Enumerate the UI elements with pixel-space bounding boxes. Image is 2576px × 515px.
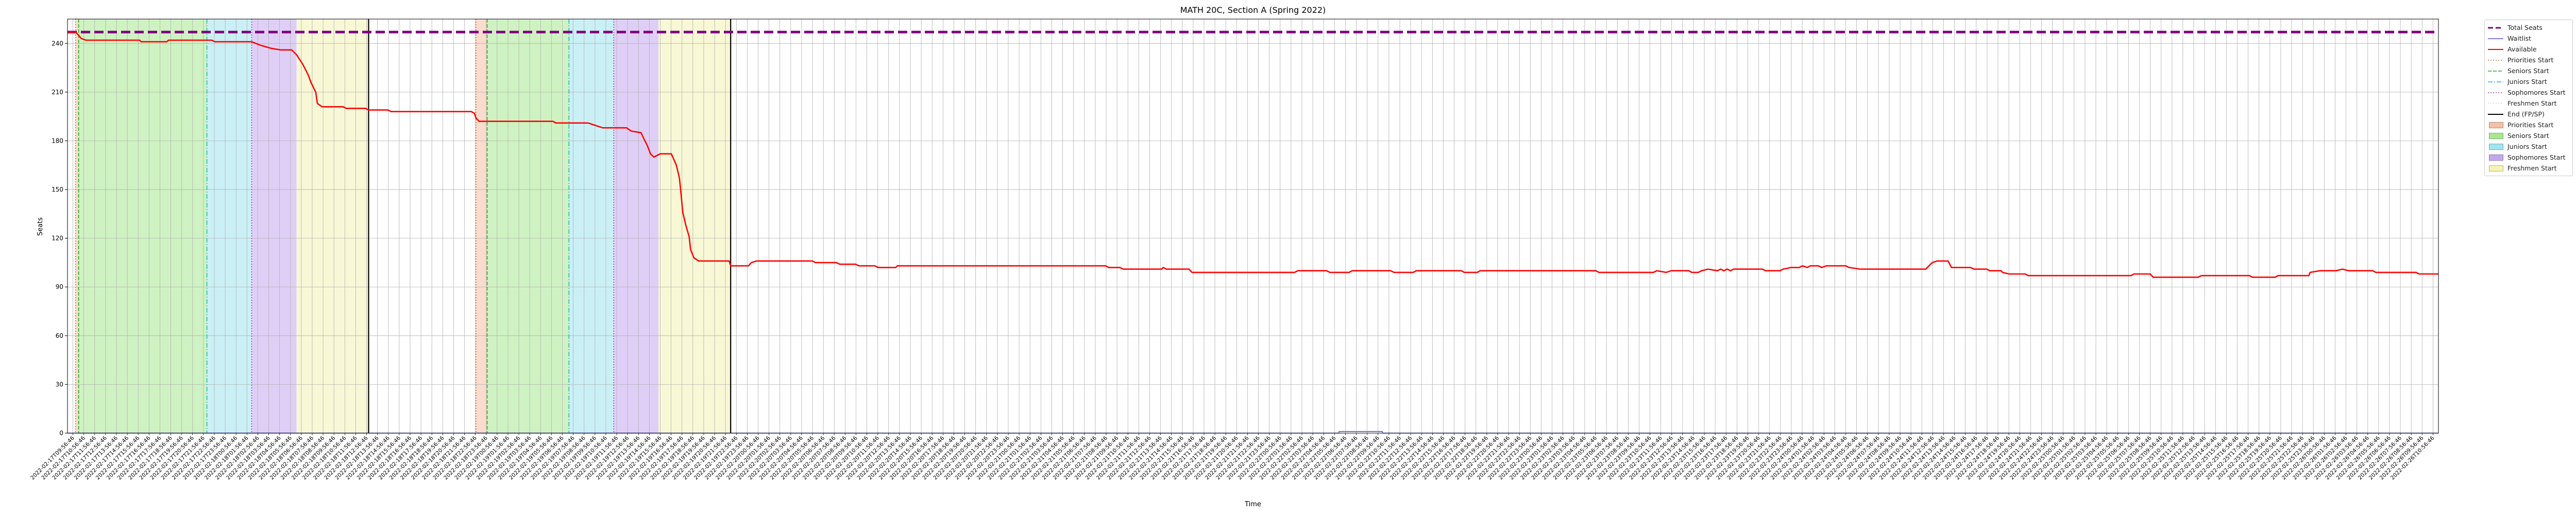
legend-swatch xyxy=(2488,111,2503,117)
y-tick-label: 90 xyxy=(56,283,63,290)
legend-item: Freshmen Start xyxy=(2488,163,2569,174)
legend-label: Juniors Start xyxy=(2507,78,2547,85)
legend-label: Total Seats xyxy=(2507,24,2543,31)
legend-item: Sophomores Start xyxy=(2488,87,2569,98)
legend-swatch xyxy=(2488,79,2503,85)
phase-region-juniors xyxy=(569,19,614,433)
y-tick-label: 240 xyxy=(52,40,63,47)
legend-patch xyxy=(2489,132,2503,139)
legend-item: Seniors Start xyxy=(2488,130,2569,141)
legend-swatch xyxy=(2488,100,2503,107)
legend-item: Priorities Start xyxy=(2488,119,2569,130)
y-tick-label: 180 xyxy=(52,137,63,144)
legend-label: Available xyxy=(2507,45,2537,53)
grid-lines xyxy=(67,19,2438,434)
phase-region-freshmen xyxy=(658,19,731,433)
legend-line xyxy=(2488,48,2503,50)
legend-line xyxy=(2488,59,2503,61)
legend-swatch xyxy=(2488,46,2503,53)
phase-region-freshmen xyxy=(296,19,369,433)
legend-item: Seniors Start xyxy=(2488,65,2569,76)
legend-swatch xyxy=(2488,57,2503,63)
plot-frame xyxy=(67,19,2439,434)
phase-region-seniors xyxy=(78,19,207,433)
legend-swatch xyxy=(2488,90,2503,96)
legend-item: Sophomores Start xyxy=(2488,152,2569,163)
legend-patch xyxy=(2489,143,2503,150)
legend-item: Juniors Start xyxy=(2488,76,2569,87)
legend-swatch xyxy=(2488,25,2503,31)
legend-line xyxy=(2488,81,2503,82)
legend-label: Juniors Start xyxy=(2507,143,2547,150)
legend-line xyxy=(2488,27,2503,28)
y-tick-label: 150 xyxy=(52,186,63,193)
phase-region-priorities xyxy=(476,19,487,433)
legend-line xyxy=(2488,70,2503,72)
phase-start-lines xyxy=(75,19,732,433)
legend-label: Sophomores Start xyxy=(2507,89,2566,96)
y-tick-label: 60 xyxy=(56,332,63,339)
legend-patch xyxy=(2489,165,2503,171)
y-tick-label: 30 xyxy=(56,381,63,388)
legend-label: Seniors Start xyxy=(2507,132,2549,140)
legend-swatch xyxy=(2488,143,2503,150)
legend-patch xyxy=(2489,154,2503,161)
legend-item: Available xyxy=(2488,44,2569,55)
legend-label: Priorities Start xyxy=(2507,56,2554,64)
legend-item: End (FP/SP) xyxy=(2488,109,2569,119)
legend-line xyxy=(2488,38,2503,39)
legend-item: Priorities Start xyxy=(2488,55,2569,65)
chart-legend: Total Seats Waitlist Available Priorities S… xyxy=(2484,20,2573,176)
legend-label: Freshmen Start xyxy=(2507,164,2557,172)
legend-label: Seniors Start xyxy=(2507,67,2549,75)
series-available xyxy=(67,31,2438,278)
phase-regions xyxy=(75,19,731,433)
legend-item: Juniors Start xyxy=(2488,141,2569,152)
legend-label: Freshmen Start xyxy=(2507,99,2557,107)
y-tick-label: 120 xyxy=(52,235,63,242)
legend-swatch xyxy=(2488,122,2503,128)
legend-line xyxy=(2488,113,2503,115)
legend-swatch xyxy=(2488,154,2503,161)
y-tick-label: 0 xyxy=(59,430,63,437)
legend-patch xyxy=(2489,122,2503,128)
phase-region-juniors xyxy=(207,19,252,433)
phase-region-sophomores xyxy=(614,19,659,433)
x-tick-labels: 2022-02-17T09:56:462022-02-17T10:56:4620… xyxy=(29,433,2436,481)
legend-item: Total Seats xyxy=(2488,22,2569,33)
legend-item: Waitlist xyxy=(2488,33,2569,44)
phase-region-priorities xyxy=(75,19,79,433)
phase-region-sophomores xyxy=(251,19,297,433)
y-tick-label: 210 xyxy=(52,89,63,96)
legend-label: Priorities Start xyxy=(2507,121,2554,129)
legend-swatch xyxy=(2488,36,2503,42)
legend-swatch xyxy=(2488,132,2503,139)
x-axis-label: Time xyxy=(1244,501,1261,508)
legend-label: End (FP/SP) xyxy=(2507,110,2545,118)
y-axis-label: Seats xyxy=(37,217,44,236)
legend-line xyxy=(2488,102,2503,104)
legend-label: Waitlist xyxy=(2507,35,2531,42)
phase-region-seniors xyxy=(487,19,569,433)
legend-item: Freshmen Start xyxy=(2488,98,2569,109)
axes xyxy=(67,19,2439,434)
legend-swatch xyxy=(2488,68,2503,74)
legend-swatch xyxy=(2488,165,2503,171)
legend-line xyxy=(2488,92,2503,93)
chart-title: MATH 20C, Section A (Spring 2022) xyxy=(1180,5,1326,15)
legend-label: Sophomores Start xyxy=(2507,153,2566,161)
y-tick-labels: 0 30 60 90 120 150 180 210 240 xyxy=(52,40,67,437)
